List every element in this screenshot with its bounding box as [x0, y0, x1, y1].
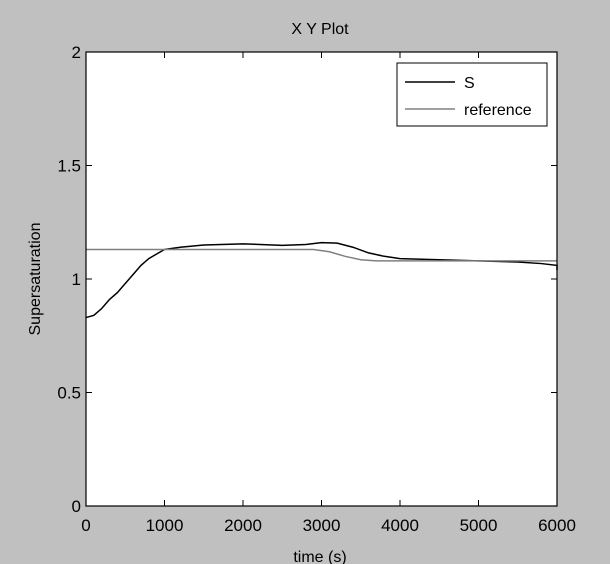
- series-line-reference: [86, 248, 557, 262]
- y-tick-label: 0: [72, 497, 81, 516]
- x-tick-label: 1000: [146, 516, 184, 535]
- y-tick-label: 2: [72, 43, 81, 62]
- legend-label-reference: reference: [464, 102, 532, 119]
- y-axis-ticks: 0 0.5 1 1.5 2: [57, 43, 557, 516]
- y-tick-label: 1.5: [57, 157, 81, 176]
- y-tick-label: 0.5: [57, 384, 81, 403]
- x-axis-ticks: 0 1000 2000 3000 4000 5000 6000: [81, 52, 576, 535]
- chart-title: X Y Plot: [291, 21, 349, 38]
- x-tick-label: 6000: [538, 516, 576, 535]
- x-axis-label: time (s): [293, 549, 346, 564]
- y-tick-label: 1: [72, 270, 81, 289]
- x-tick-label: 0: [81, 516, 90, 535]
- x-tick-label: 4000: [381, 516, 419, 535]
- legend: S reference: [396, 62, 548, 127]
- x-tick-label: 5000: [460, 516, 498, 535]
- x-tick-label: 2000: [224, 516, 262, 535]
- plot-area: [86, 52, 557, 506]
- x-tick-label: 3000: [303, 516, 341, 535]
- legend-label-s: S: [464, 75, 475, 92]
- y-axis-label: Supersaturation: [27, 223, 44, 336]
- legend-box: [396, 62, 548, 127]
- series-group: [85, 241, 558, 319]
